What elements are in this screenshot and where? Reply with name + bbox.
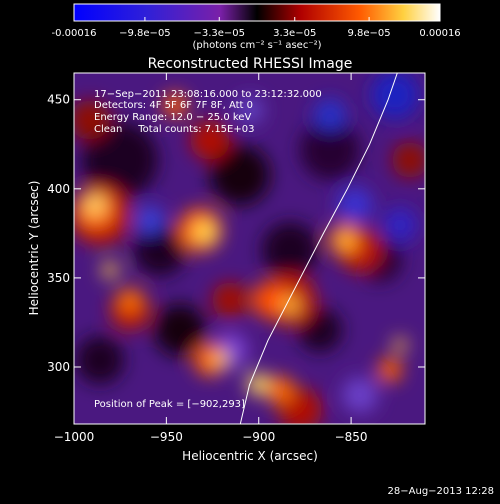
annotation-peak-position: Position of Peak = [−902,293] <box>94 399 245 410</box>
y-tick-label: 350 <box>47 271 70 285</box>
plot-area: −1000 −950 −900 −850 300 350 400 450 17−Sep−201… <box>47 72 426 444</box>
heatmap-image <box>74 73 425 424</box>
y-tick-label: 400 <box>47 182 70 196</box>
plot-frame <box>73 72 426 425</box>
annotations: 17−Sep−2011 23:08:16.000 to 23:12:32.000… <box>94 89 322 410</box>
colorbar-tick-label: −3.3e−05 <box>193 28 245 39</box>
chart-title: Reconstructed RHESSI Image <box>148 56 353 72</box>
colorbar-tick-label: 3.3e−05 <box>273 28 316 39</box>
colorbar-tick-label: −9.8e−05 <box>119 28 171 39</box>
y-tick-label: 300 <box>47 360 70 374</box>
colorbar-tick-label: 9.8e−05 <box>348 28 391 39</box>
x-tick-label: −1000 <box>54 430 95 444</box>
colorbar-tick-label: 0.00016 <box>419 28 460 39</box>
x-tick-label: −900 <box>242 430 275 444</box>
colorbar-unit-label: (photons cm⁻² s⁻¹ asec⁻²) <box>192 40 321 51</box>
colorbar-gradient <box>73 3 441 22</box>
colorbar-tick-label: -0.00016 <box>52 28 97 39</box>
x-axis-label: Heliocentric X (arcsec) <box>182 449 318 463</box>
x-tick-label: −850 <box>335 430 368 444</box>
colorbar-ticks: -0.00016 −9.8e−05 −3.3e−05 3.3e−05 9.8e−05 0.… <box>52 17 461 39</box>
annotation-clean-counts: Clean Total counts: 7.15E+03 <box>94 124 254 135</box>
colorbar: -0.00016 −9.8e−05 −3.3e−05 3.3e−05 9.8e−05 0.… <box>52 3 461 51</box>
y-axis-label: Heliocentric Y (arcsec) <box>27 181 41 316</box>
y-tick-label: 450 <box>47 93 70 107</box>
annotation-time-range: 17−Sep−2011 23:08:16.000 to 23:12:32.000 <box>94 89 322 100</box>
annotation-energy-range: Energy Range: 12.0 − 25.0 keV <box>94 112 251 123</box>
annotation-detectors: Detectors: 4F 5F 6F 7F 8F, Att 0 <box>94 100 253 111</box>
axis-ticks: −1000 −950 −900 −850 300 350 400 450 <box>47 73 425 444</box>
solar-limb-line <box>239 73 398 424</box>
footer-timestamp: 28−Aug−2013 12:28 <box>388 486 494 497</box>
x-tick-label: −950 <box>150 430 183 444</box>
